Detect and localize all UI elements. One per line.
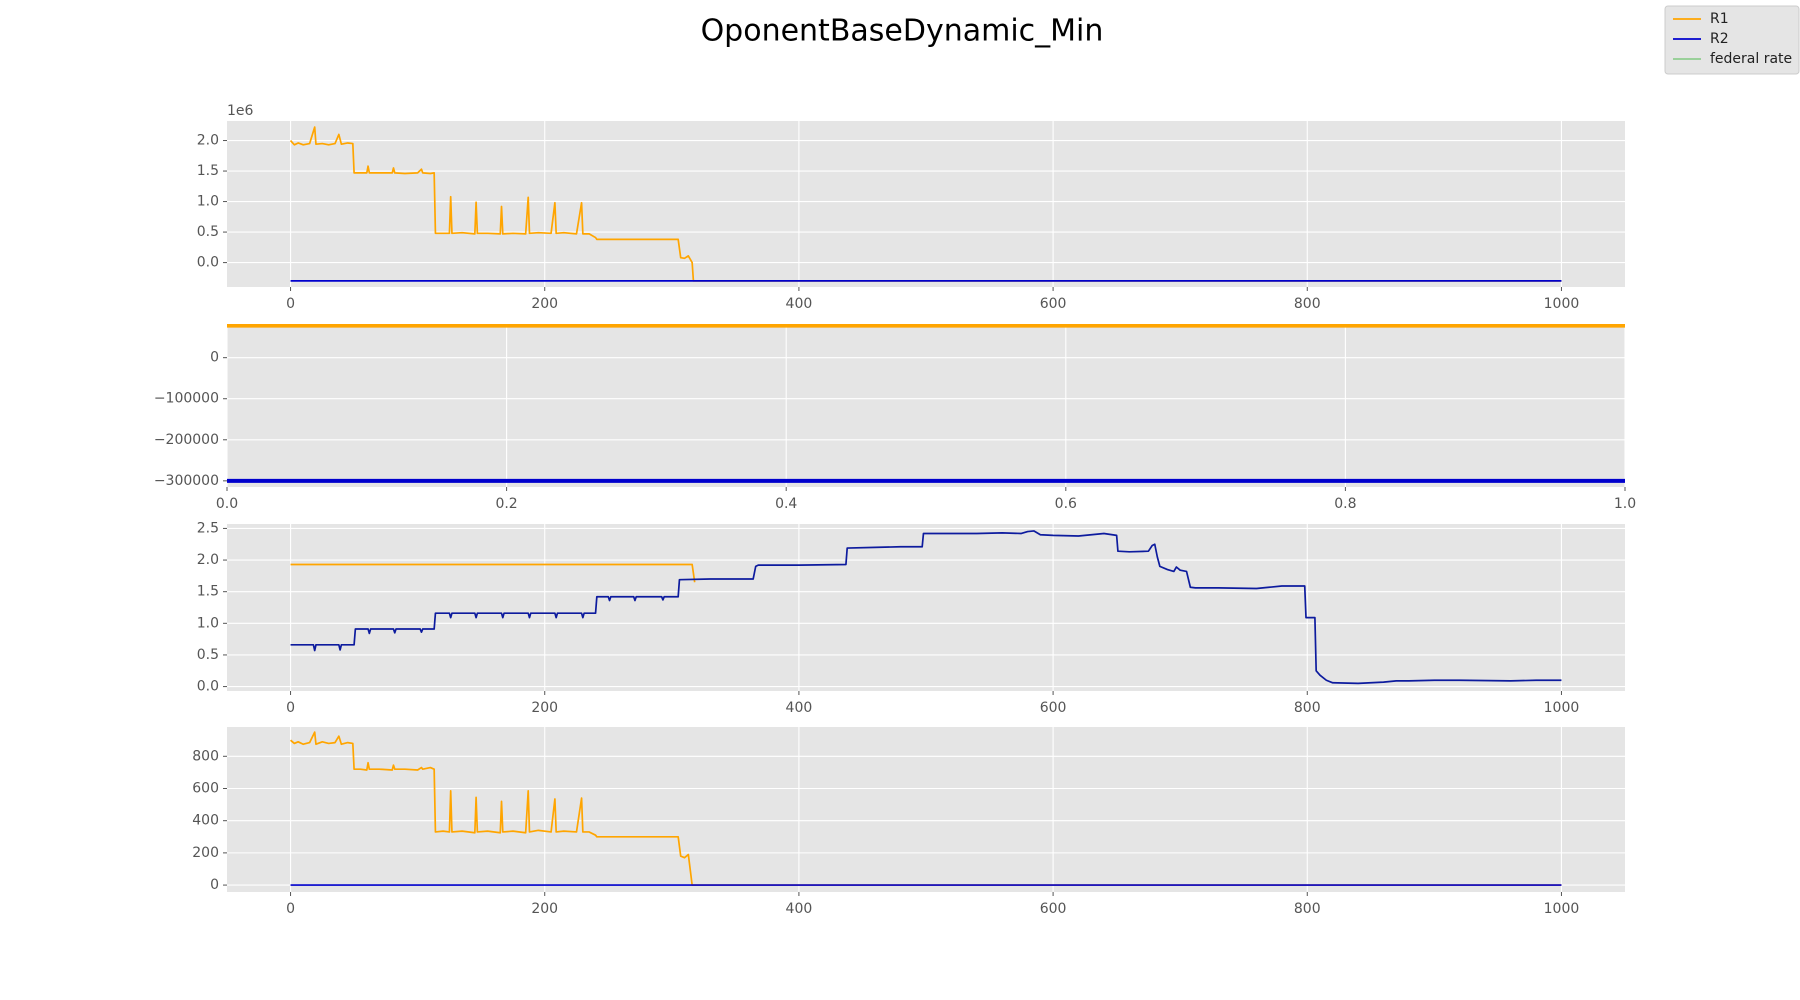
x-tick-label: 800 [1294, 700, 1321, 716]
y-tick-label: 1.5 [197, 584, 219, 600]
y-tick-label: 0 [210, 350, 219, 366]
x-tick-label: 1.0 [1614, 496, 1636, 512]
x-tick-label: 0.8 [1334, 496, 1356, 512]
y-tick-label: 0 [210, 877, 219, 893]
legend-box [1664, 5, 1800, 75]
y-tick-label: 800 [192, 748, 219, 764]
x-tick-label: 600 [1040, 700, 1067, 716]
x-tick-label: 800 [1294, 296, 1321, 312]
x-tick-label: 0 [286, 901, 295, 917]
x-tick-label: 200 [531, 296, 558, 312]
y-tick-label: 0.5 [197, 647, 219, 663]
x-tick-label: 0 [286, 296, 295, 312]
x-tick-label: 0 [286, 700, 295, 716]
x-tick-label: 200 [531, 700, 558, 716]
y-tick-label: −200000 [154, 432, 219, 448]
y-tick-label: 600 [192, 780, 219, 796]
offset-label: 1e6 [227, 103, 254, 119]
x-tick-label: 0.4 [775, 496, 797, 512]
series-line [290, 530, 1562, 685]
x-tick-label: 600 [1040, 296, 1067, 312]
plot-background [227, 727, 1625, 892]
plot-background [227, 121, 1625, 287]
x-tick-label: 1000 [1544, 700, 1580, 716]
y-tick-label: −100000 [154, 391, 219, 407]
y-tick-label: 2.5 [197, 520, 219, 536]
x-tick-label: 200 [531, 901, 558, 917]
series-line [290, 563, 696, 583]
x-tick-label: 0.6 [1055, 496, 1077, 512]
x-tick-label: 400 [786, 700, 813, 716]
x-tick-label: 400 [786, 901, 813, 917]
legend-label: R2 [1710, 31, 1729, 47]
y-tick-label: 1.5 [197, 163, 219, 179]
y-tick-label: 0.0 [197, 255, 219, 271]
y-tick-label: 2.0 [197, 552, 219, 568]
x-tick-label: 1000 [1544, 901, 1580, 917]
y-tick-label: 200 [192, 845, 219, 861]
legend-label: federal rate [1710, 51, 1792, 67]
x-tick-label: 1000 [1544, 296, 1580, 312]
y-tick-label: −300000 [154, 473, 219, 489]
y-tick-label: 1.0 [197, 194, 219, 210]
x-tick-label: 600 [1040, 901, 1067, 917]
y-tick-label: 2.0 [197, 133, 219, 149]
x-tick-label: 0.0 [216, 496, 238, 512]
y-tick-label: 1.0 [197, 615, 219, 631]
x-tick-label: 0.2 [495, 496, 517, 512]
x-tick-label: 800 [1294, 901, 1321, 917]
figure-title: OponentBaseDynamic_Min [701, 14, 1104, 49]
x-tick-label: 400 [786, 296, 813, 312]
plot-background [227, 524, 1625, 691]
plot-background [227, 324, 1625, 487]
series-line [290, 731, 1562, 886]
y-tick-label: 0.5 [197, 224, 219, 240]
series-line [289, 126, 1562, 282]
legend-label: R1 [1710, 11, 1729, 27]
y-tick-label: 400 [192, 813, 219, 829]
y-tick-label: 0.0 [197, 679, 219, 695]
